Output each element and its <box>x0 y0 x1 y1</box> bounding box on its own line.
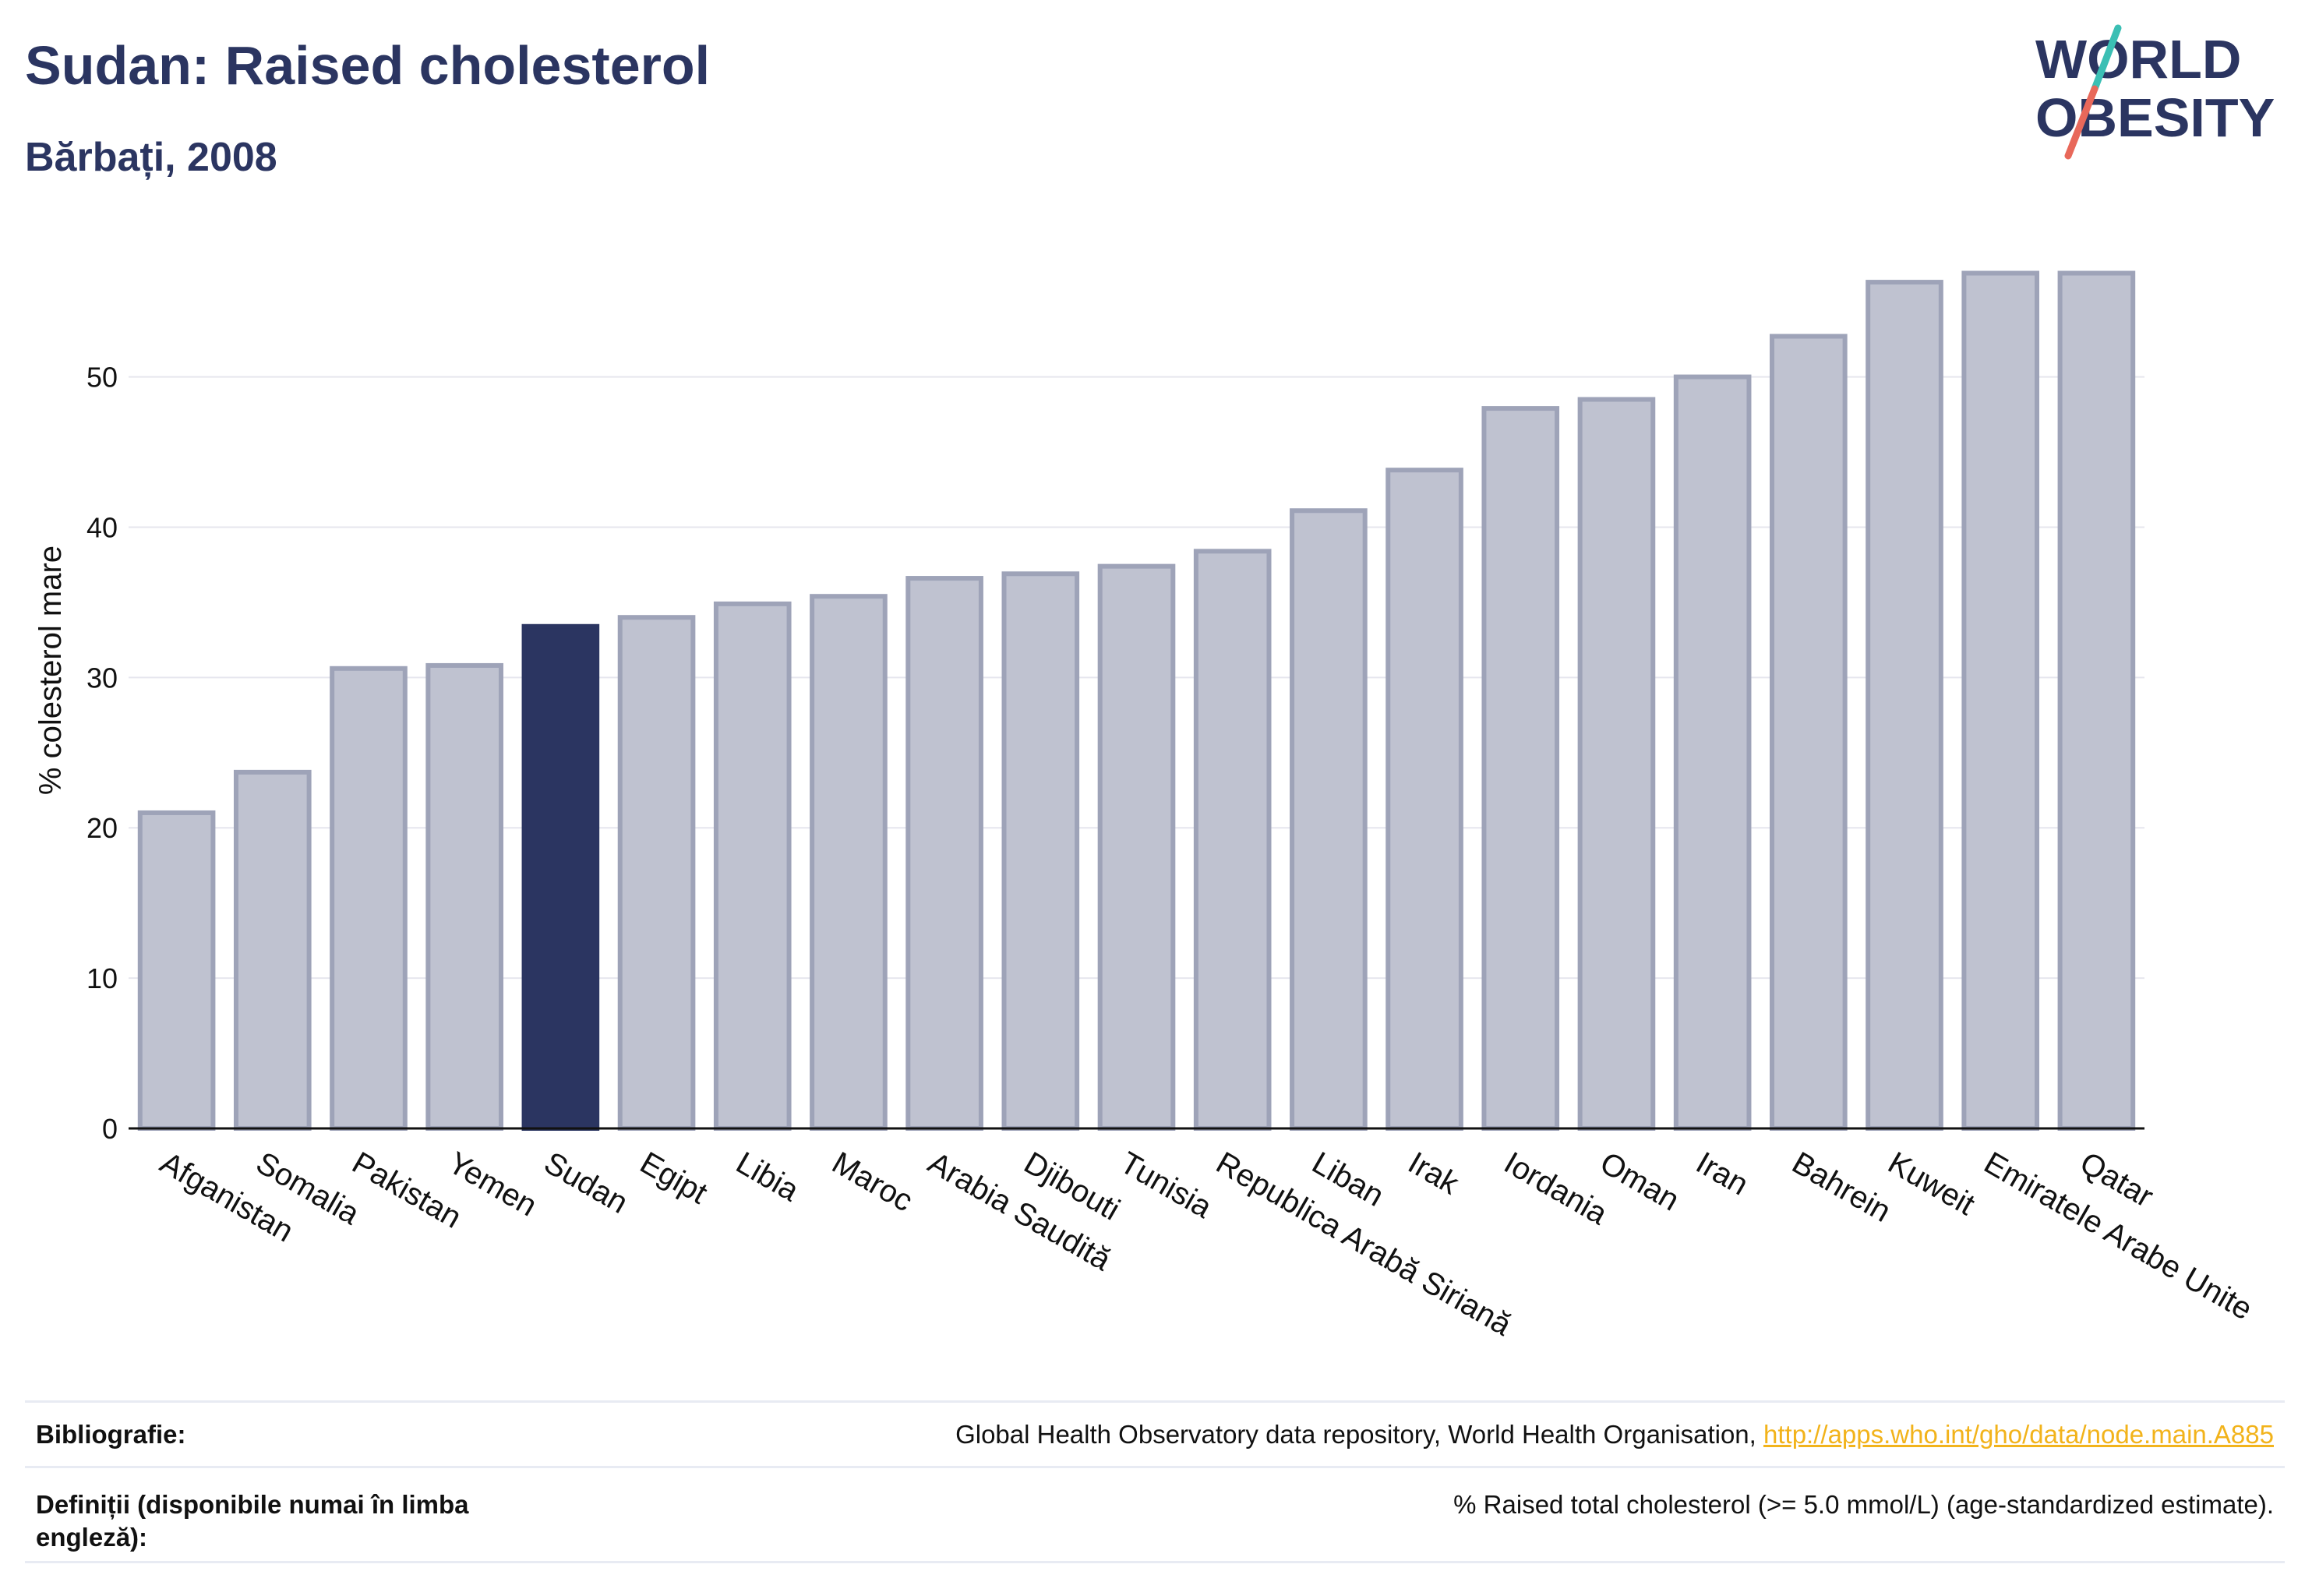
x-tick-label: Kuweit <box>1883 1146 1981 1222</box>
bars-layer <box>137 270 2136 1132</box>
bar-oman[interactable] <box>1577 397 1656 1131</box>
logo-line-world: WORLD <box>2035 29 2241 90</box>
bar-chart: 01020304050AfganistanSomaliaPakistanYeme… <box>34 270 2258 1343</box>
footer-definitions-row: Definiții (disponibile numai în limba en… <box>25 1466 2285 1563</box>
bar-djibouti[interactable] <box>1001 571 1080 1131</box>
bibliography-label: Bibliografie: <box>36 1420 186 1449</box>
bar-kuweit[interactable] <box>1866 280 1943 1131</box>
bar-egipt[interactable] <box>617 615 696 1131</box>
bar-libia[interactable] <box>713 601 792 1131</box>
bibliography-value: Global Health Observatory data repositor… <box>955 1418 2274 1451</box>
x-tick-label: Iordania <box>1498 1146 1614 1232</box>
bar-somalia[interactable] <box>233 769 312 1132</box>
bar-maroc[interactable] <box>810 594 888 1131</box>
bibliography-text: Global Health Observatory data repositor… <box>955 1420 1764 1449</box>
x-tick-label: Libia <box>730 1146 805 1209</box>
y-tick-label: 40 <box>86 511 118 543</box>
y-tick-label: 0 <box>102 1113 118 1145</box>
bar-irak[interactable] <box>1385 468 1463 1131</box>
bar-sudan[interactable] <box>521 623 600 1131</box>
bar-iran[interactable] <box>1673 374 1752 1132</box>
logo-slash-coral <box>2064 85 2099 160</box>
definitions-value: % Raised total cholesterol (>= 5.0 mmol/… <box>1453 1490 2274 1519</box>
bar-bahrein[interactable] <box>1770 334 1848 1131</box>
x-tick-label: Sudan <box>538 1146 634 1220</box>
bar-iordania[interactable] <box>1481 406 1560 1131</box>
bar-arabia-saudită[interactable] <box>905 576 983 1131</box>
x-tick-label: Irak <box>1403 1146 1466 1202</box>
definitions-label-line2: engleză): <box>36 1523 148 1552</box>
page-subtitle: Bărbați, 2008 <box>25 135 277 180</box>
y-tick-label: 10 <box>86 962 118 994</box>
bar-pakistan[interactable] <box>330 666 408 1131</box>
bar-qatar[interactable] <box>2057 270 2136 1131</box>
x-tick-label: Bahrein <box>1786 1146 1896 1229</box>
bar-liban[interactable] <box>1290 508 1368 1131</box>
definitions-label-line1: Definiții (disponibile numai în limba <box>36 1490 469 1519</box>
x-tick-label: Tunisia <box>1114 1146 1218 1225</box>
bar-yemen[interactable] <box>425 662 503 1131</box>
x-tick-label: Maroc <box>826 1146 918 1219</box>
y-tick-label: 30 <box>86 662 118 694</box>
bar-afganistan[interactable] <box>137 810 216 1131</box>
y-tick-label: 50 <box>86 362 118 394</box>
definitions-label: Definiții (disponibile numai în limba en… <box>36 1488 597 1554</box>
bibliography-link[interactable]: http://apps.who.int/gho/data/node.main.A… <box>1763 1420 2274 1449</box>
y-axis-label: % colesterol mare <box>34 546 68 795</box>
page-title: Sudan: Raised cholesterol <box>25 35 711 96</box>
x-tick-label: Pakistan <box>346 1146 467 1235</box>
logo-slash-teal <box>2091 24 2122 93</box>
x-tick-label: Iran <box>1690 1146 1754 1202</box>
footer-bottom-rule <box>25 1561 2285 1563</box>
bar-republica-arabă-siriană[interactable] <box>1193 549 1272 1131</box>
world-obesity-logo: WORLD OBESITY <box>2035 24 2275 160</box>
bar-tunisia[interactable] <box>1097 563 1176 1131</box>
bar-emiratele-arabe-unite[interactable] <box>1961 270 2040 1131</box>
x-tick-label: Egipt <box>634 1146 713 1211</box>
footer-bibliography-row: Bibliografie: Global Health Observatory … <box>25 1400 2285 1468</box>
y-tick-label: 20 <box>86 812 118 844</box>
